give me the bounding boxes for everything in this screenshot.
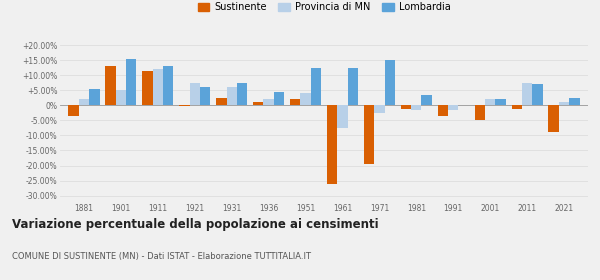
Bar <box>179 105 190 106</box>
Text: Variazione percentuale della popolazione ai censimenti: Variazione percentuale della popolazione… <box>12 218 379 231</box>
Bar <box>401 105 411 109</box>
Bar <box>411 105 421 110</box>
Bar <box>163 66 173 105</box>
Bar <box>421 95 432 105</box>
Bar <box>237 83 247 105</box>
Bar <box>337 105 347 128</box>
Bar <box>152 69 163 105</box>
Bar <box>559 102 569 105</box>
Text: COMUNE DI SUSTINENTE (MN) - Dati ISTAT - Elaborazione TUTTITALIA.IT: COMUNE DI SUSTINENTE (MN) - Dati ISTAT -… <box>12 252 311 261</box>
Bar <box>496 99 506 105</box>
Bar <box>253 102 263 105</box>
Bar <box>548 105 559 132</box>
Bar <box>68 105 79 116</box>
Bar <box>347 68 358 105</box>
Bar <box>475 105 485 120</box>
Bar <box>89 89 100 105</box>
Bar <box>311 68 321 105</box>
Bar <box>200 87 210 105</box>
Bar <box>448 105 458 110</box>
Bar <box>290 99 301 105</box>
Bar <box>227 87 237 105</box>
Bar <box>522 83 532 105</box>
Bar <box>569 98 580 105</box>
Bar <box>438 105 448 116</box>
Bar <box>374 105 385 113</box>
Bar <box>126 59 136 105</box>
Bar <box>79 99 89 105</box>
Bar <box>512 105 522 109</box>
Bar <box>274 92 284 105</box>
Bar <box>142 71 152 105</box>
Legend: Sustinente, Provincia di MN, Lombardia: Sustinente, Provincia di MN, Lombardia <box>194 0 454 16</box>
Bar <box>216 98 227 105</box>
Bar <box>485 99 496 105</box>
Bar <box>327 105 337 184</box>
Bar <box>364 105 374 164</box>
Bar <box>301 93 311 105</box>
Bar <box>532 84 542 105</box>
Bar <box>190 83 200 105</box>
Bar <box>116 90 126 105</box>
Bar <box>106 66 116 105</box>
Bar <box>263 99 274 105</box>
Bar <box>385 60 395 105</box>
